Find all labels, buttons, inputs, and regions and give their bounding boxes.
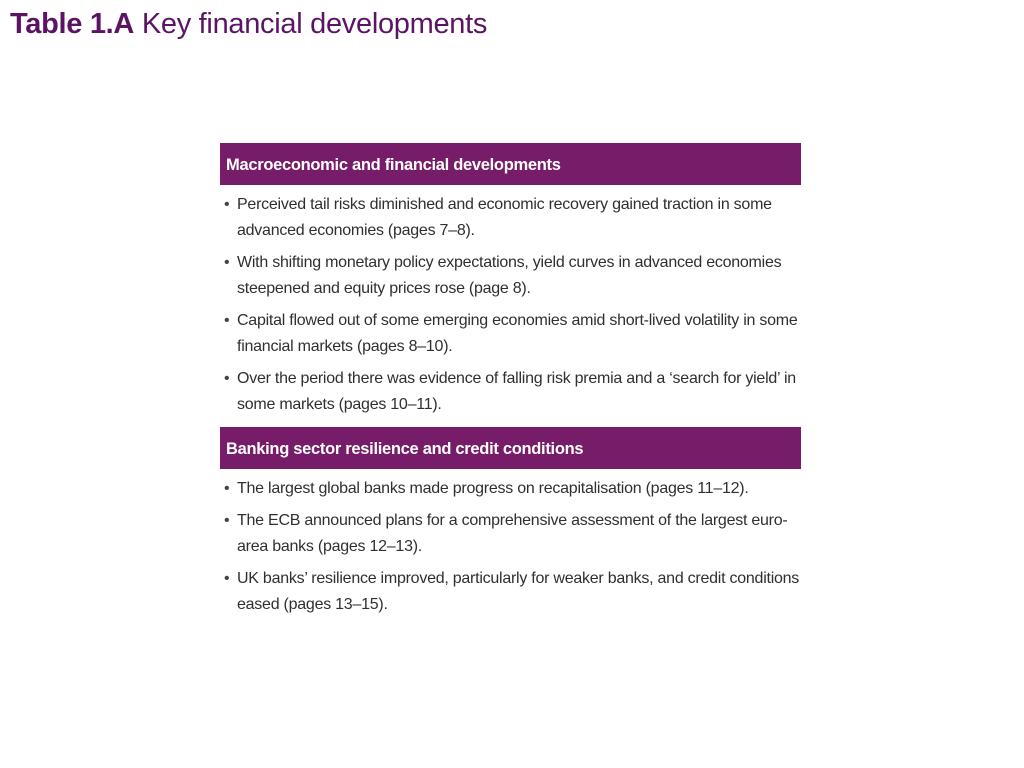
bullet-icon: •	[224, 480, 230, 497]
list-item: • Perceived tail risks diminished and eco…	[220, 192, 801, 244]
list-item: • Over the period there was evidence of f…	[220, 366, 801, 418]
item-text: UK banks’ resilience improved, particula…	[237, 570, 800, 613]
item-text: With shifting monetary policy expectatio…	[237, 254, 782, 297]
slide-title: Table 1.A Key financial developments	[10, 8, 487, 41]
bullet-icon: •	[224, 254, 230, 271]
bullet-icon: •	[224, 512, 230, 529]
bullet-icon: •	[224, 312, 230, 329]
bullet-icon: •	[224, 196, 230, 213]
list-item: • The ECB announced plans for a comprehen…	[220, 508, 801, 560]
list-item: • UK banks’ resilience improved, particul…	[220, 566, 801, 618]
item-text: Capital flowed out of some emerging econ…	[237, 312, 798, 355]
item-text: Perceived tail risks diminished and econ…	[237, 196, 772, 239]
item-text: The largest global banks made progress o…	[237, 480, 749, 497]
key-developments-table: Macroeconomic and financial developments…	[220, 143, 801, 627]
table-title: Key financial developments	[141, 8, 488, 40]
section-list-macro: • Perceived tail risks diminished and eco…	[220, 185, 801, 427]
list-item: • The largest global banks made progress …	[220, 476, 801, 502]
section-list-banking: • The largest global banks made progress …	[220, 469, 801, 627]
item-text: Over the period there was evidence of fa…	[237, 370, 796, 413]
section-heading-macro: Macroeconomic and financial developments	[220, 143, 801, 185]
list-item: • Capital flowed out of some emerging eco…	[220, 308, 801, 360]
bullet-icon: •	[224, 370, 230, 387]
item-text: The ECB announced plans for a comprehens…	[237, 512, 788, 555]
list-item: • With shifting monetary policy expectati…	[220, 250, 801, 302]
table-label: Table 1.A	[10, 8, 135, 40]
bullet-icon: •	[224, 570, 230, 587]
section-heading-banking: Banking sector resilience and credit con…	[220, 427, 801, 469]
